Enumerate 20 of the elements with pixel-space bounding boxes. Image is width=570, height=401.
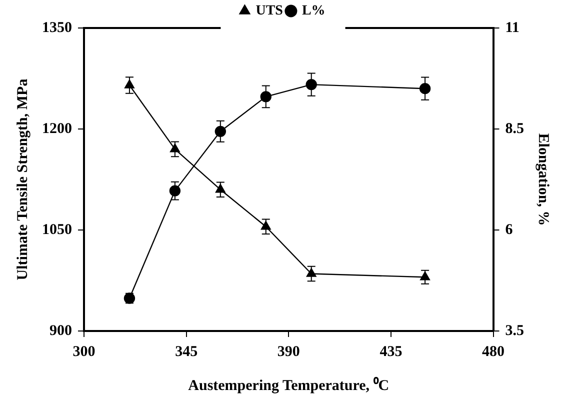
y-axis-title: Ultimate Tensile Strength, MPa xyxy=(14,78,31,280)
legend-label: L% xyxy=(302,4,326,19)
x-tick-label: 345 xyxy=(175,344,198,360)
y2-tick-label: 3.5 xyxy=(505,322,524,339)
x-tick-label: 300 xyxy=(72,344,96,360)
x-axis-title: Austempering Temperature, ⁰C xyxy=(188,376,390,394)
y-tick-label: 1200 xyxy=(42,120,72,137)
y-tick-label: 1350 xyxy=(42,20,72,36)
point xyxy=(169,185,181,196)
y2-axis-title: Elongation, % xyxy=(535,133,552,226)
x-tick-label: 480 xyxy=(482,344,504,360)
y2-tick-label: 8.5 xyxy=(505,120,524,137)
legend-label: UTS xyxy=(256,4,284,19)
y2-tick-label: 11 xyxy=(505,20,520,36)
y2-tick-label: 6 xyxy=(505,222,514,238)
x-tick-label: 435 xyxy=(380,344,402,360)
point xyxy=(170,144,180,152)
y-tick-label: 1050 xyxy=(42,222,72,238)
y-tick-label: 900 xyxy=(50,322,72,339)
x-tick-label: 390 xyxy=(277,344,300,360)
